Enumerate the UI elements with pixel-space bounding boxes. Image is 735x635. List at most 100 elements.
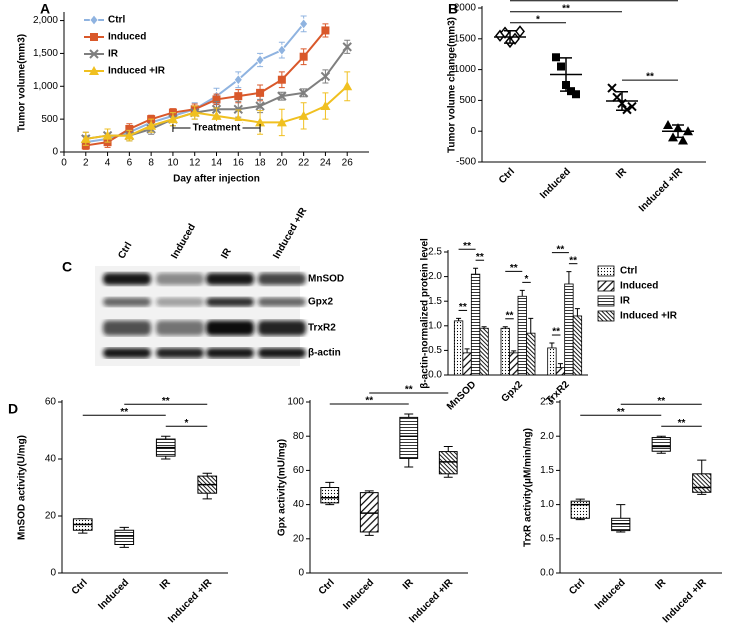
blot-band [156,320,204,336]
y-tick-label: -500 [456,157,476,168]
y-tick-label: 1500 [454,33,477,44]
point [678,135,688,145]
point [320,71,331,82]
y-tick-label: 500 [41,114,58,125]
lane-label: IR [219,246,234,261]
point [255,101,265,111]
blot-band [206,348,254,358]
y-axis-title: Tumor volume(mm3) [17,34,28,132]
significance-label: ** [162,396,170,407]
significance-label: * [525,274,529,285]
x-tick-label: Induced [341,577,376,612]
point [552,53,560,62]
error-bar [473,267,479,275]
bar [462,352,472,376]
x-tick-label: 24 [320,158,332,169]
y-tick-label: 80 [293,431,305,442]
y-tick-label: 40 [293,499,305,510]
error-bar [464,348,470,353]
point [277,44,287,56]
box [399,416,419,459]
point [124,130,135,140]
y-axis-title: Tumor volume change(mm3) [447,17,458,153]
protein-label: MnSOD [308,274,344,285]
point [342,81,353,91]
point [167,114,178,124]
legend-label: Ctrl [620,266,637,277]
legend-label: Ctrl [108,15,125,26]
bar [453,320,464,376]
bar [479,327,489,376]
point [255,117,266,127]
blot-band [258,320,306,336]
x-tick-label: 0 [61,158,67,169]
x-tick-label: Ctrl [70,577,90,597]
lane-label: Ctrl [116,240,134,261]
blot-band [103,320,151,336]
blot-band [156,348,204,358]
box [114,529,135,545]
legend-marker [89,66,99,75]
significance-label: ** [557,244,565,255]
significance-label: ** [463,241,471,252]
legend-label: IR [620,296,631,307]
treatment-label: Treatment [193,123,241,134]
x-tick-label: 8 [148,158,154,169]
x-tick-label: Induced [538,166,573,201]
treatment-label-bg [190,121,243,135]
y-tick-label: 2.0 [540,431,554,442]
x-tick-label: 26 [342,158,354,169]
significance-label: ** [476,252,484,263]
legend-label: Induced [620,281,658,292]
y-tick-label: 1,500 [33,48,58,59]
x-tick-label: IR [614,166,629,181]
point [233,114,244,124]
x-tick-label: 10 [167,158,179,169]
point [627,101,637,112]
significance-label: ** [657,396,665,407]
box [651,437,671,452]
y-tick-label: 2,000 [33,15,58,26]
point [663,120,673,130]
blot-band [206,273,254,285]
whisker-low [364,531,374,536]
panel-label: B [448,1,458,17]
point [102,130,113,140]
whisker-high [697,459,707,474]
sd-bar [616,91,628,112]
significance-label: ** [510,263,518,274]
significance-label: ** [569,255,577,266]
bar [526,332,536,376]
point [233,74,243,86]
bar [547,347,557,376]
x-axis-title: Day after injection [173,174,260,185]
significance-label: * [536,14,540,25]
bar [517,295,527,376]
legend-label: Induced [108,32,146,43]
y-tick-label: 0 [50,568,56,579]
point [298,110,309,120]
sd-bar [560,57,572,92]
y-tick-label: 1.5 [428,296,442,307]
point [234,92,243,101]
legend-label: IR [108,49,119,60]
panel-label: A [40,1,50,17]
point [342,42,352,52]
point [80,133,91,143]
y-tick-label: 0.5 [428,345,442,356]
point [557,62,565,71]
x-tick-label: IR [401,577,416,592]
blot-band [258,348,306,358]
error-bar [528,317,534,334]
y-tick-label: 1.0 [540,499,554,510]
y-tick-label: 1,000 [33,81,58,92]
box [438,451,458,475]
blot-band [156,297,204,307]
box [570,500,590,519]
y-axis-title: Gpx activity(mU/mg) [277,439,288,536]
legend-marker [89,14,99,26]
x-tick-label: Ctrl [567,577,587,597]
error-bar [574,308,580,316]
